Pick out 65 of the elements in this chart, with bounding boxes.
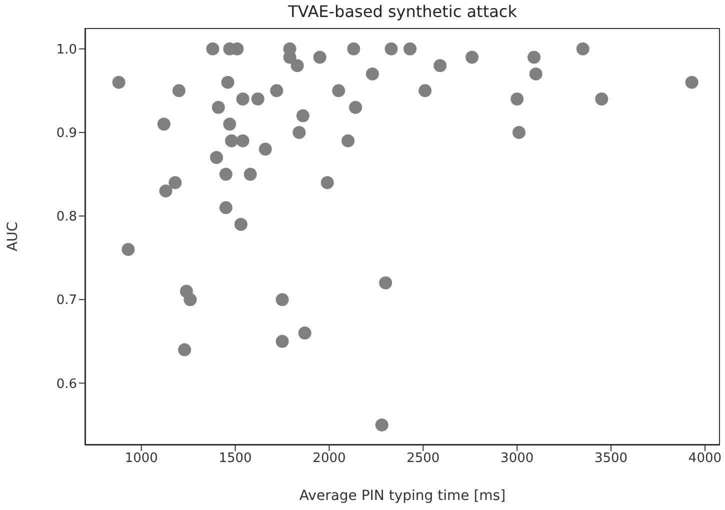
point [292, 126, 306, 139]
point [510, 92, 524, 106]
point [685, 76, 698, 89]
point [512, 126, 526, 139]
y-tick-label: 0.9 [56, 126, 77, 142]
y-tick-label: 0.6 [56, 376, 77, 392]
point [178, 343, 192, 356]
point [418, 84, 432, 98]
point [332, 84, 346, 98]
y-tick-label: 0.7 [56, 293, 77, 308]
x-tick-label: 4000 [688, 451, 722, 466]
x-tick-label: 3000 [500, 451, 534, 466]
point [221, 76, 234, 89]
point [244, 168, 257, 181]
x-tick-label: 3500 [594, 451, 628, 466]
point [206, 42, 220, 56]
point [529, 67, 542, 80]
point [313, 50, 326, 64]
point [296, 109, 310, 122]
point [349, 100, 362, 114]
point [342, 134, 355, 148]
point [223, 118, 236, 131]
y-tick-label: 0.8 [56, 210, 77, 225]
point [219, 168, 232, 181]
point [366, 67, 379, 80]
point [219, 201, 232, 214]
point [172, 84, 186, 98]
point [168, 176, 182, 190]
point [434, 59, 447, 72]
point [379, 276, 392, 290]
point [276, 334, 289, 348]
point [384, 42, 398, 56]
point [251, 92, 264, 106]
point [576, 42, 590, 56]
point [212, 100, 225, 114]
point [347, 42, 360, 56]
point [122, 242, 135, 256]
point [528, 50, 541, 64]
point [236, 134, 250, 148]
point [112, 76, 126, 89]
point [234, 218, 248, 231]
chart-title: TVAE-based synthetic attack [287, 2, 518, 21]
x-tick-label: 1000 [124, 451, 158, 466]
point [404, 42, 417, 56]
point [276, 293, 289, 306]
point [258, 142, 272, 156]
point [595, 92, 608, 106]
point [210, 151, 224, 164]
x-tick-label: 2500 [406, 451, 440, 466]
point [159, 184, 172, 198]
point [298, 326, 312, 340]
point [236, 92, 250, 106]
x-tick-label: 2000 [312, 451, 346, 466]
y-tick-label: 1.0 [56, 42, 77, 58]
point [157, 118, 170, 131]
y-axis-title: AUC [4, 221, 21, 252]
point [375, 418, 388, 432]
point [466, 50, 479, 64]
point [225, 134, 238, 148]
point [290, 59, 304, 72]
point [320, 176, 334, 190]
x-tick-label: 1500 [218, 451, 252, 466]
point [270, 84, 284, 98]
x-axis-title: Average PIN typing time [ms] [299, 488, 506, 504]
point [184, 293, 197, 306]
